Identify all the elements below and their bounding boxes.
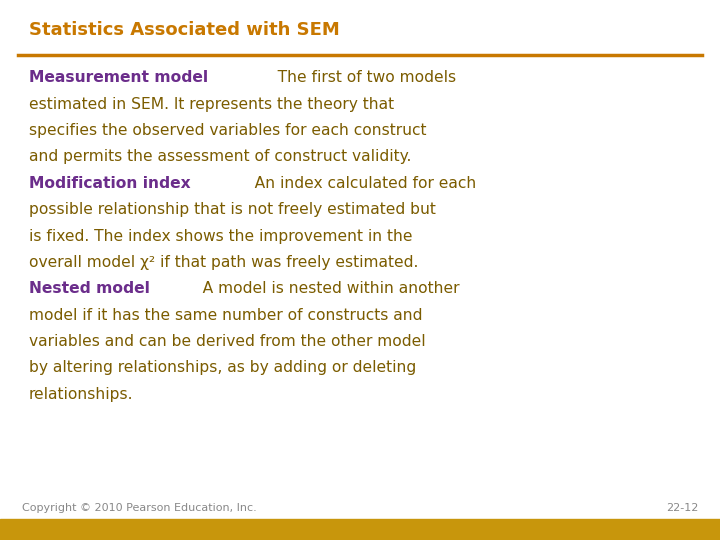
Text: An index calculated for each: An index calculated for each xyxy=(240,176,477,191)
Bar xyxy=(0,519,720,540)
Text: is fixed. The index shows the improvement in the: is fixed. The index shows the improvemen… xyxy=(29,228,413,244)
Text: Modification index: Modification index xyxy=(29,176,190,191)
Text: 22-12: 22-12 xyxy=(666,503,698,512)
Text: model if it has the same number of constructs and: model if it has the same number of const… xyxy=(29,308,423,323)
Text: Copyright © 2010 Pearson Education, Inc.: Copyright © 2010 Pearson Education, Inc. xyxy=(22,503,256,512)
Text: and permits the assessment of construct validity.: and permits the assessment of construct … xyxy=(29,150,411,164)
Text: A model is nested within another: A model is nested within another xyxy=(188,281,459,296)
Text: overall model χ² if that path was freely estimated.: overall model χ² if that path was freely… xyxy=(29,255,418,270)
Text: Measurement model: Measurement model xyxy=(29,70,208,85)
Text: relationships.: relationships. xyxy=(29,387,133,402)
Text: Nested model: Nested model xyxy=(29,281,150,296)
Text: possible relationship that is not freely estimated but: possible relationship that is not freely… xyxy=(29,202,436,217)
Text: by altering relationships, as by adding or deleting: by altering relationships, as by adding … xyxy=(29,361,416,375)
Text: specifies the observed variables for each construct: specifies the observed variables for eac… xyxy=(29,123,426,138)
Text: Statistics Associated with SEM: Statistics Associated with SEM xyxy=(29,21,340,39)
Text: The first of two models: The first of two models xyxy=(263,70,456,85)
Text: variables and can be derived from the other model: variables and can be derived from the ot… xyxy=(29,334,426,349)
Text: estimated in SEM. It represents the theory that: estimated in SEM. It represents the theo… xyxy=(29,97,394,112)
